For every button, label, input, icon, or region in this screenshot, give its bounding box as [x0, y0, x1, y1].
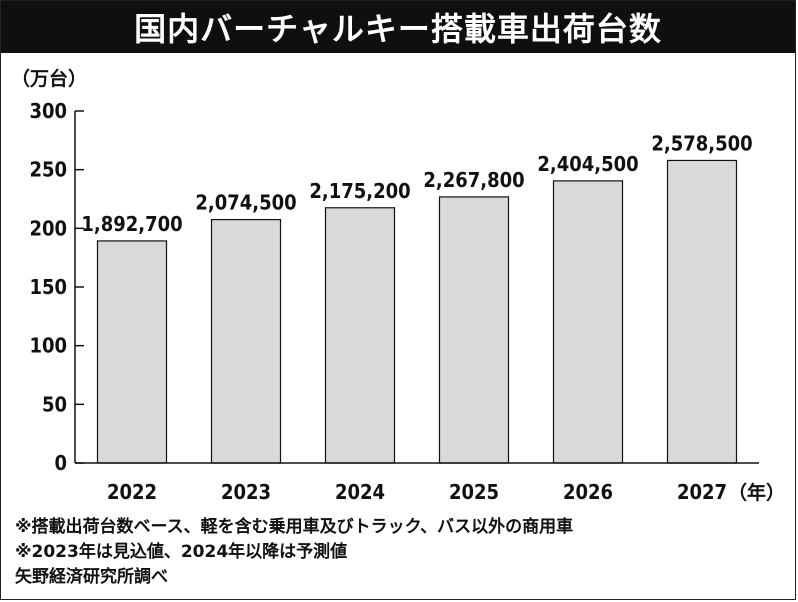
data-label-2024: 2,175,200: [309, 179, 410, 203]
bar-chart: （万台） 0 50 100 150 200 250 300 1,892,700 2,074,5…: [11, 67, 785, 504]
data-label-2023: 2,074,500: [195, 191, 296, 215]
y-tick-label: 100: [29, 334, 67, 358]
x-axis-unit: （年）: [728, 481, 785, 504]
y-tick-label: 300: [29, 99, 67, 123]
bar-2027: [666, 159, 738, 464]
footnote-scope: ※搭載出荷台数ベース、軽を含む乗用車及びトラック、バス以外の商用車: [15, 517, 574, 537]
y-tick-label: 50: [42, 392, 67, 416]
x-tick-label-2023: 2023: [221, 480, 271, 504]
bar-2026: [552, 180, 624, 464]
footnotes: ※搭載出荷台数ベース、軽を含む乗用車及びトラック、バス以外の商用車 ※2023年…: [15, 515, 785, 590]
y-tick-label: 150: [29, 275, 67, 299]
data-label-2026: 2,404,500: [537, 152, 638, 176]
bar-2023: [210, 218, 282, 464]
data-label-2022: 1,892,700: [81, 212, 182, 236]
x-tick-label-2026: 2026: [563, 480, 613, 504]
x-axis: 2022 2023 2024 2025 2026 2027 （年）: [75, 462, 785, 504]
data-label-2027: 2,578,500: [651, 131, 752, 155]
bar-2022: [96, 240, 168, 464]
x-tick-label-2027: 2027: [677, 480, 727, 504]
chart-title: 国内バーチャルキー搭載車出荷台数: [134, 10, 662, 48]
y-axis: 0 50 100 150 200 250 300: [29, 99, 84, 475]
bars: 1,892,700 2,074,500 2,175,200 2,267,800 2,40…: [81, 131, 753, 464]
x-tick-label-2025: 2025: [449, 480, 499, 504]
y-tick-label: 0: [54, 451, 67, 475]
y-tick-label: 250: [29, 158, 67, 182]
bar-2024: [324, 207, 396, 464]
y-tick-label: 200: [29, 216, 67, 240]
x-tick-label-2022: 2022: [107, 480, 157, 504]
bar-2025: [438, 196, 510, 464]
title-bar: 国内バーチャルキー搭載車出荷台数: [1, 1, 795, 53]
footnote-estimate: ※2023年は見込値、2024年以降は予測値: [15, 542, 348, 562]
y-axis-label: （万台）: [11, 67, 87, 90]
data-label-2025: 2,267,800: [423, 168, 524, 192]
x-tick-label-2024: 2024: [335, 480, 385, 504]
footnote-source: 矢野経済研究所調べ: [15, 567, 168, 587]
